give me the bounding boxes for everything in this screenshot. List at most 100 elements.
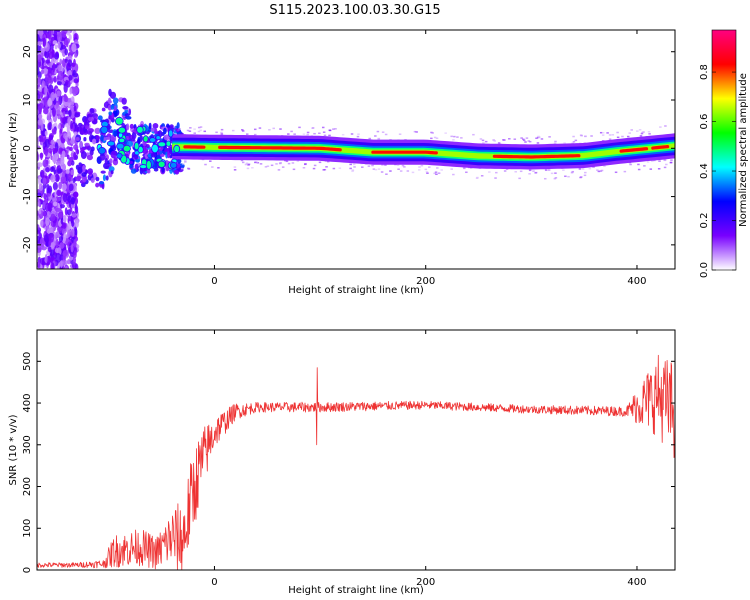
spectral-halo — [646, 161, 650, 163]
colorbar-tick-label: 0.4 — [699, 163, 710, 179]
spectral-speckle — [44, 254, 48, 264]
ridge-peak — [218, 145, 342, 152]
spectral-speckle — [52, 107, 56, 117]
spectral-halo — [596, 169, 599, 171]
spectral-halo — [322, 131, 326, 133]
spectral-blob — [105, 175, 109, 181]
spectral-halo — [403, 166, 406, 168]
spectral-speckle — [63, 95, 69, 103]
spectral-halo — [431, 132, 434, 134]
spectral-speckle — [37, 76, 42, 86]
spectral-speckle — [70, 244, 74, 253]
spectral-speckle — [56, 90, 61, 97]
spectral-blob — [87, 168, 94, 175]
spectral-halo — [332, 167, 336, 170]
spectral-halo — [241, 129, 244, 131]
spectral-halo — [554, 172, 557, 174]
spectral-speckle — [46, 228, 53, 235]
spectral-halo — [639, 135, 643, 137]
spectral-halo — [203, 130, 207, 133]
spectral-halo — [528, 173, 531, 175]
spectral-speckle — [72, 116, 76, 124]
spectral-blob — [129, 123, 134, 129]
spectral-halo — [285, 160, 289, 163]
spectral-halo — [377, 168, 381, 170]
spectral-halo — [488, 171, 491, 173]
spectral-halo — [626, 135, 630, 138]
spectral-speckle — [62, 111, 66, 117]
spectral-blob — [75, 176, 81, 182]
spectral-halo — [450, 168, 453, 170]
spectral-speckle — [46, 112, 51, 121]
spectral-halo — [570, 171, 574, 174]
spectral-halo — [563, 142, 566, 144]
spectral-blob — [108, 111, 112, 116]
ridge-blob — [136, 125, 144, 134]
spectral-speckle — [48, 35, 52, 40]
spectral-halo — [494, 177, 497, 179]
spectral-halo — [415, 131, 418, 133]
ridge-blob — [133, 141, 140, 151]
spectral-speckle — [62, 192, 68, 203]
spectral-speckle — [42, 159, 49, 168]
spectral-halo — [353, 166, 356, 168]
spectral-halo — [540, 138, 544, 140]
spectral-speckle — [74, 53, 78, 58]
spectral-speckle — [50, 139, 55, 145]
snr-x-ticks: 0 200 400 — [211, 330, 647, 588]
spectral-speckle — [70, 203, 76, 209]
spectral-blob — [108, 88, 112, 97]
spectral-halo — [220, 128, 224, 131]
spectral-speckle — [37, 224, 40, 229]
spectral-halo — [544, 169, 548, 171]
spectral-halo — [338, 167, 342, 169]
spectral-halo — [450, 135, 453, 138]
spectral-speckle — [74, 226, 78, 233]
spectral-halo — [479, 138, 483, 140]
spectral-blob — [91, 138, 97, 145]
spectral-speckle — [47, 69, 53, 78]
spectral-halo — [211, 166, 214, 168]
colorbar-label: Normalized spectral amplitude — [738, 73, 749, 227]
spectral-speckle — [71, 30, 74, 31]
spectral-speckle — [55, 238, 59, 249]
spectral-speckle — [70, 196, 75, 205]
spectral-halo — [597, 170, 601, 173]
spectral-halo — [240, 159, 244, 162]
spectral-halo — [525, 137, 529, 139]
spectral-halo — [433, 136, 437, 139]
spectral-halo — [475, 177, 479, 180]
spectral-halo — [313, 164, 317, 167]
spectral-speckle — [71, 43, 77, 53]
spectral-speckle — [65, 40, 69, 48]
ridge-blob — [155, 135, 161, 141]
spectral-halo — [197, 126, 201, 129]
spectral-blob — [102, 174, 106, 182]
spectral-speckle — [52, 201, 58, 207]
spectral-halo — [371, 164, 374, 167]
spectral-blob — [113, 157, 118, 162]
spectral-halo — [332, 128, 335, 130]
spectral-blob — [86, 154, 93, 161]
spectrogram-y-tick-label: 0 — [22, 145, 33, 151]
colorbar-tick-label: 0.2 — [699, 213, 710, 229]
spectral-halo — [186, 129, 190, 132]
spectral-speckle — [37, 118, 43, 126]
spectrogram-y-tick-label: 10 — [22, 94, 33, 107]
spectral-halo — [290, 130, 293, 133]
spectral-speckle — [39, 257, 46, 266]
spectral-speckle — [51, 197, 58, 202]
spectral-blob — [76, 126, 83, 132]
spectral-halo — [430, 137, 433, 140]
spectral-speckle — [47, 211, 52, 219]
spectral-halo — [440, 169, 443, 171]
spectral-blob — [169, 155, 173, 159]
spectral-halo — [296, 160, 300, 162]
spectral-blob — [108, 162, 112, 167]
spectral-speckle — [44, 50, 50, 59]
spectral-halo — [291, 162, 295, 164]
spectral-speckle — [64, 265, 68, 269]
spectral-halo — [495, 171, 498, 174]
spectral-halo — [172, 126, 176, 128]
spectral-speckle — [39, 237, 46, 248]
